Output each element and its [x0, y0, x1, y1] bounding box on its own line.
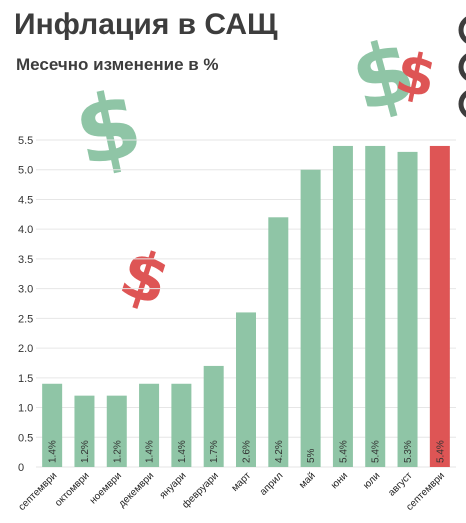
bar — [106, 395, 127, 467]
bar — [429, 145, 450, 468]
data-label: 4.2% — [274, 440, 285, 463]
bar — [332, 145, 353, 468]
data-label: 5.4% — [338, 440, 349, 463]
bar — [300, 169, 321, 467]
x-tick-label: юни — [329, 470, 350, 491]
y-axis: 0 0.5 1.0 1.5 2.0 2.5 3.0 3.5 4.0 4.5 5.0 5.5 — [18, 135, 33, 474]
data-label: 1.4% — [177, 440, 188, 463]
data-label: 5% — [306, 448, 317, 463]
y-tick-label: 1.0 — [18, 403, 33, 415]
y-tick-label: 3.5 — [18, 254, 33, 266]
x-tick-label: декември — [117, 470, 156, 509]
x-tick-label: март — [230, 470, 254, 494]
bar — [236, 312, 256, 467]
bar — [365, 145, 386, 468]
data-label: 2.6% — [242, 440, 253, 463]
data-label: 1.2% — [112, 440, 123, 463]
bar — [74, 395, 95, 467]
x-tick-label: октомври — [53, 470, 91, 508]
data-label: 1.4% — [145, 440, 156, 463]
bar — [42, 383, 63, 467]
y-tick-label: 3.0 — [18, 284, 33, 296]
circle-icon — [458, 90, 466, 118]
bars — [42, 145, 450, 468]
x-tick-label: юли — [361, 470, 382, 491]
data-label: 1.7% — [209, 440, 220, 463]
y-tick-label: 1.5 — [18, 373, 33, 385]
bar — [171, 383, 192, 467]
bar — [268, 217, 289, 467]
chart-title: Инфлация в САЩ — [14, 8, 278, 41]
y-tick-label: 4.5 — [18, 194, 33, 206]
chart-subtitle: Месечно изменение в % — [16, 55, 219, 74]
x-tick-label: май — [297, 470, 318, 491]
x-tick-label: август — [386, 470, 415, 499]
data-label: 5.4% — [435, 440, 446, 463]
data-labels: 1.4% 1.2% 1.2% 1.4% 1.4% 1.7% 2.6% 4.2% 5% 5.4% 5.… — [48, 440, 447, 463]
y-tick-label: 0.5 — [18, 432, 33, 444]
y-tick-label: 2.5 — [18, 313, 33, 325]
x-tick-label: януари — [158, 470, 189, 501]
y-tick-label: 5.5 — [18, 135, 33, 147]
bar — [203, 365, 224, 467]
y-tick-label: 0 — [18, 462, 24, 474]
y-tick-label: 2.0 — [18, 343, 33, 355]
dollar-icon: $ — [111, 234, 178, 321]
x-tick-label: април — [258, 470, 286, 498]
x-tick-label: септември — [17, 470, 60, 513]
bar — [139, 383, 160, 467]
y-tick-label: 4.0 — [18, 224, 33, 236]
y-tick-label: 5.0 — [18, 165, 33, 177]
circle-icon — [458, 53, 466, 81]
data-label: 5.4% — [371, 440, 382, 463]
data-label: 1.4% — [48, 440, 59, 463]
circle-icon — [458, 16, 466, 44]
data-label: 5.3% — [403, 440, 414, 463]
data-label: 1.2% — [80, 440, 91, 463]
bar — [397, 151, 418, 467]
